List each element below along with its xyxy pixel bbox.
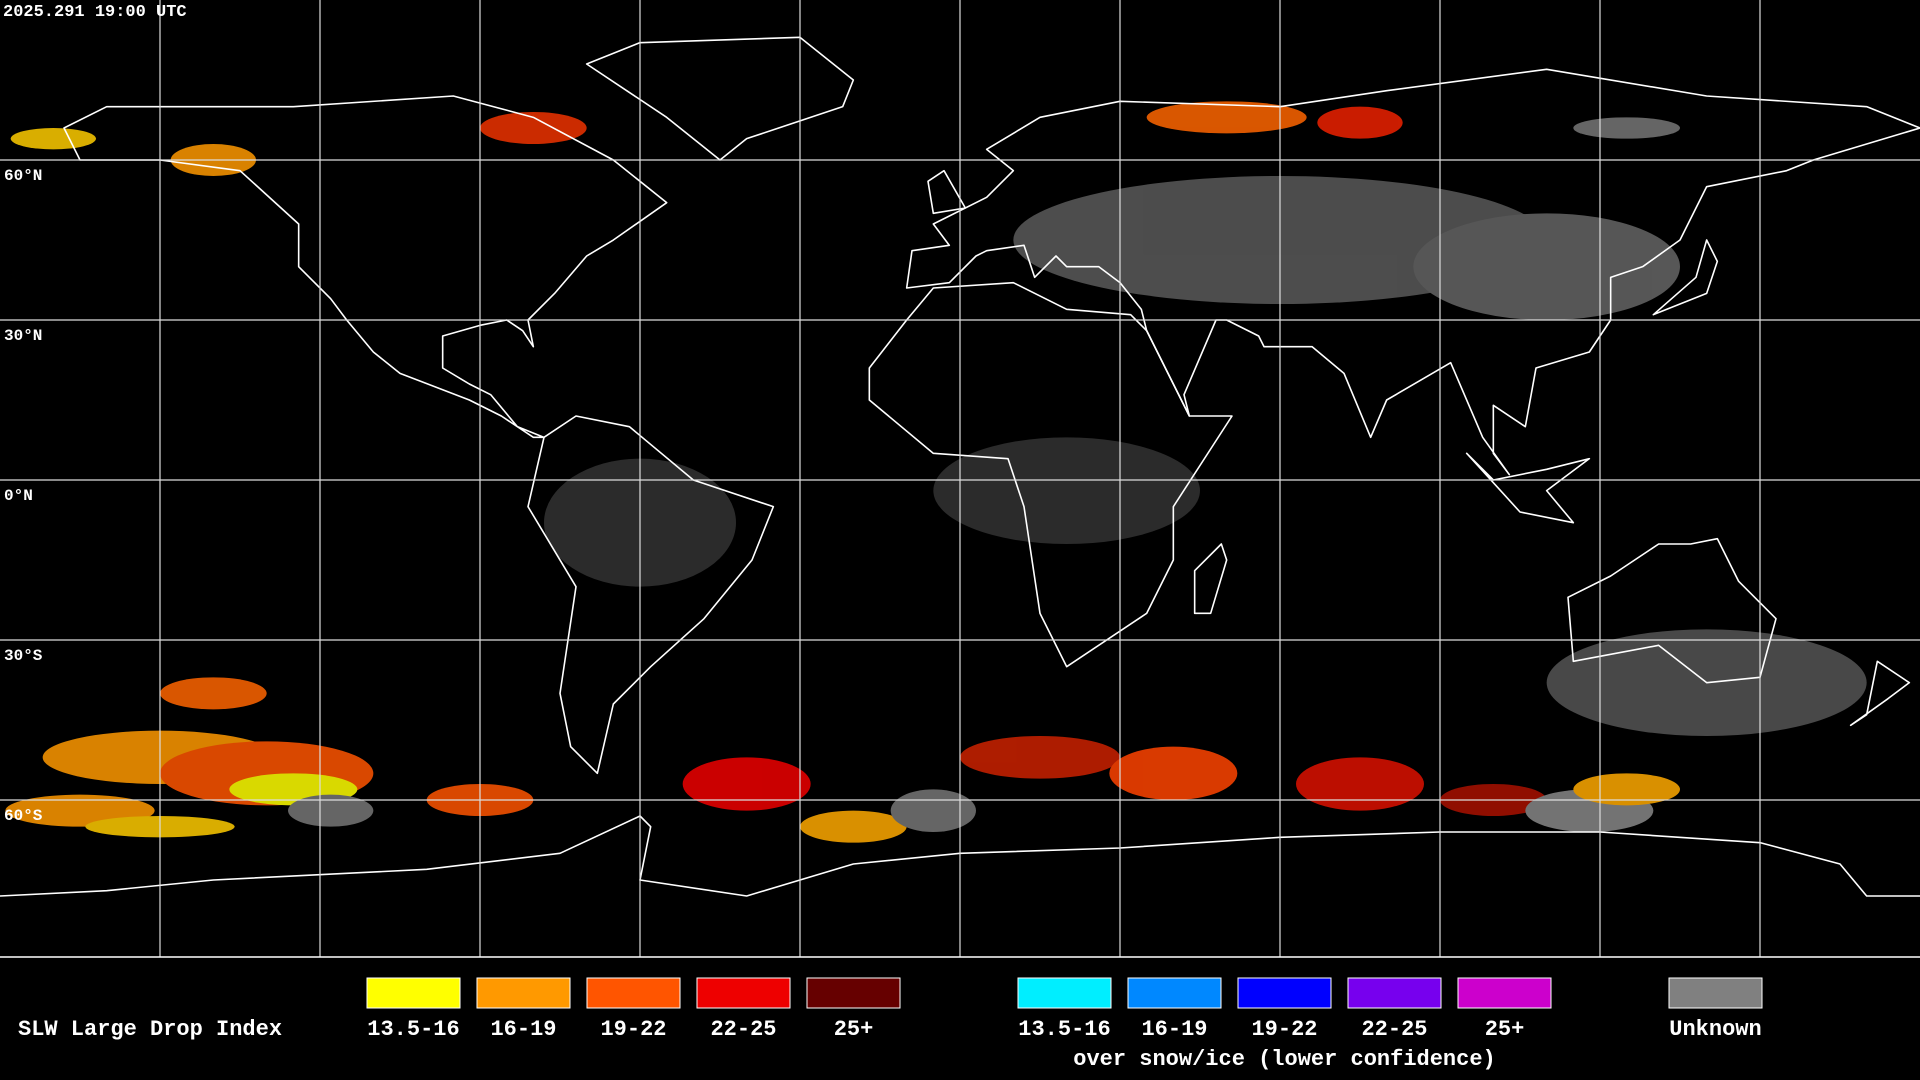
legend: 13.5-16 16-19 19-22 22-25 25+ 13.5-16 16-19 19-… <box>366 977 1763 1072</box>
legend-label: Unknown <box>1669 1017 1761 1042</box>
legend-swatch <box>1127 977 1222 1009</box>
legend-caption: over snow/ice (lower confidence) <box>1073 1047 1495 1072</box>
legend-swatch <box>1237 977 1332 1009</box>
latitude-label: 30°N <box>4 327 42 345</box>
latitude-label: 60°N <box>4 167 42 185</box>
latitude-label: 60°S <box>4 807 43 825</box>
legend-swatch <box>476 977 571 1009</box>
legend-label: 16-19 <box>1141 1017 1207 1042</box>
legend-swatch <box>1017 977 1112 1009</box>
legend-label: 13.5-16 <box>1018 1017 1110 1042</box>
legend-title: SLW Large Drop Index <box>18 1017 282 1042</box>
legend-label: 13.5-16 <box>367 1017 459 1042</box>
legend-label: 16-19 <box>490 1017 556 1042</box>
latitude-label: 0°N <box>4 487 33 505</box>
legend-label: 22-25 <box>1361 1017 1427 1042</box>
legend-label: 25+ <box>1485 1017 1525 1042</box>
legend-swatch <box>586 977 681 1009</box>
legend-swatch <box>366 977 461 1009</box>
legend-swatch <box>1668 977 1763 1009</box>
graticule <box>0 0 1920 957</box>
latitude-label: 30°S <box>4 647 43 665</box>
legend-label: 19-22 <box>1251 1017 1317 1042</box>
legend-swatch <box>806 977 901 1009</box>
legend-label: 25+ <box>834 1017 874 1042</box>
legend-swatch <box>1457 977 1552 1009</box>
legend-panel <box>0 957 1920 1080</box>
latitude-labels: 60°N 30°N 0°N 30°S 60°S <box>4 167 43 825</box>
legend-label: 19-22 <box>600 1017 666 1042</box>
legend-swatch <box>1347 977 1442 1009</box>
legend-swatch <box>696 977 791 1009</box>
timestamp: 2025.291 19:00 UTC <box>3 3 187 22</box>
legend-label: 22-25 <box>710 1017 776 1042</box>
